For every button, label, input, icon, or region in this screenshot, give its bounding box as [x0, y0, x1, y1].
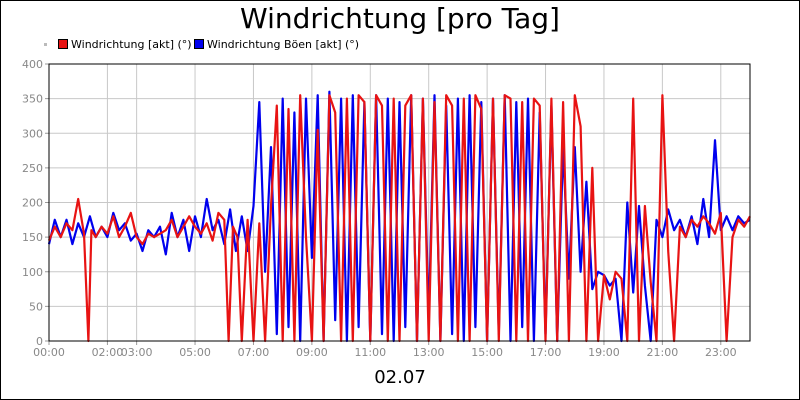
y-tick-label: 350 — [22, 93, 43, 106]
y-tick-label: 150 — [22, 231, 43, 244]
x-tick-label: 17:00 — [530, 346, 562, 359]
legend-marker-icon — [44, 43, 47, 46]
legend-swatch-series-2 — [194, 39, 204, 49]
y-tick-label: 300 — [22, 127, 43, 140]
x-tick-label: 03:00 — [121, 346, 153, 359]
legend-swatch-series-1 — [58, 39, 68, 49]
x-tick-label: 07:00 — [238, 346, 270, 359]
x-tick-label: 23:00 — [705, 346, 737, 359]
x-tick-label: 11:00 — [354, 346, 386, 359]
legend-item-series-2: Windrichtung Böen [akt] (°) — [194, 38, 359, 51]
legend-item-series-1: Windrichtung [akt] (°) — [58, 38, 192, 51]
y-tick-label: 200 — [22, 197, 43, 210]
x-tick-label: 13:00 — [413, 346, 445, 359]
x-tick-label: 02:00 — [92, 346, 124, 359]
x-tick-label: 05:00 — [179, 346, 211, 359]
y-tick-label: 50 — [29, 300, 43, 313]
series-line-2 — [47, 90, 751, 343]
series-line-1 — [47, 94, 751, 343]
x-tick-label: 19:00 — [588, 346, 620, 359]
x-tick-label: 21:00 — [647, 346, 679, 359]
y-tick-label: 250 — [22, 162, 43, 175]
x-tick-label: 00:00 — [33, 346, 65, 359]
legend-label-series-1: Windrichtung [akt] (°) — [71, 38, 192, 51]
y-tick-label: 100 — [22, 266, 43, 279]
chart-title: Windrichtung [pro Tag] — [240, 2, 560, 35]
y-tick-label: 0 — [36, 335, 43, 348]
plot-border — [48, 63, 751, 342]
x-tick-label: 09:00 — [296, 346, 328, 359]
x-axis-label: 02.07 — [374, 367, 426, 388]
x-tick-label: 15:00 — [471, 346, 503, 359]
legend-label-series-2: Windrichtung Böen [akt] (°) — [207, 38, 360, 51]
y-tick-label: 400 — [22, 58, 43, 71]
